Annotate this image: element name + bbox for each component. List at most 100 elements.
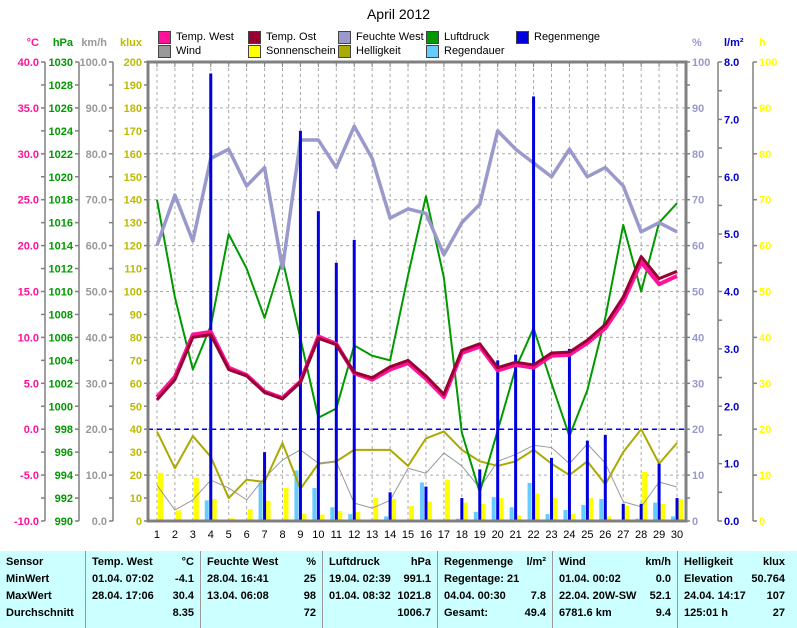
axis-tick-label: 10 [759,470,771,482]
axis-unit-label: l/m² [724,37,744,49]
axis-tick-label: 60.0 [86,241,107,253]
legend-swatch-icon [158,44,171,58]
day-label: 7 [262,529,268,541]
series-temp-ost [155,255,678,401]
sensor-header: Feuchte West% [201,554,322,571]
day-label: 27 [617,529,629,541]
axis-tick-label: 1006 [49,332,73,344]
axis-tick-label: 200 [124,57,142,69]
axis-tick-label: 0.0 [24,424,39,436]
legend-item-luftdruck: Luftdruck [426,30,489,44]
legend-item-feuchte-west: Feuchte West [338,30,424,44]
axis-tick-label: 160 [124,149,142,161]
axis-tick-label: 1012 [49,264,73,276]
axis-tick-label: 25.0 [18,195,39,207]
legend-item-wind: Wind [158,44,201,58]
day-label: 5 [226,529,232,541]
legend-item-regendauer: Regendauer [426,44,505,58]
axis-tick-label: 30.0 [86,378,107,390]
axis-tick-label: 70.0 [86,195,107,207]
axis-c: °C -10.0 -5.0 0.0 5.0 10.0 15.0 20.0 25.0 30.0 35.… [14,37,46,528]
axis-tick-label: 15.0 [18,287,39,299]
sensor-max: 13.04. 06:08 98 [201,588,322,605]
sensor-avg-value: 8.35 [172,607,194,619]
axis-tick-label: 1016 [49,218,73,230]
sensor-column-feuchte-west: Feuchte West% 28.04. 16:41 25 13.04. 06:08 9… [200,551,322,628]
axis-tick-label: 30.0 [18,149,39,161]
sensor-header: Regenmenge l/m² [438,554,552,571]
axis-unit-label: klux [120,37,143,49]
day-label: 23 [545,529,557,541]
legend-item-sonnenschein: Sonnenschein [248,44,336,58]
row-header-1-label: MinWert [6,573,50,585]
sensor-avg-value: 49.4 [524,607,546,619]
sensor-header-value: °C [181,556,194,568]
sensor-avg-value: 72 [303,607,316,619]
sensor-min-label: Regentage: 21 [444,573,520,585]
axis-tick-label: 5.0 [24,378,39,390]
row-header-3: Durchschnitt [0,605,85,622]
axis-tick-label: 70 [130,355,142,367]
sensor-avg-label: Gesamt: [444,607,489,619]
sensor-max-value: 52.1 [649,590,671,602]
day-label: 8 [279,529,285,541]
legend-label: Regendauer [444,45,505,57]
axis-tick-label: 996 [55,447,73,459]
axis-tick-label: 60 [759,241,771,253]
row-header-0-label: Sensor [6,556,44,568]
sensor-max: 01.04. 08:32 1021.8 [323,588,437,605]
sensor-max: 24.04. 14:17 107 [678,588,791,605]
axis-tick-label: 80 [759,149,771,161]
axis-tick-label: 1010 [49,287,73,299]
axis-tick-label: 40 [692,332,704,344]
axis-unit-label: hPa [53,37,74,49]
legend-swatch-icon [426,44,439,58]
axis-tick-label: 1014 [49,241,74,253]
axis-tick-label: 120 [124,241,142,253]
day-label: 20 [492,529,504,541]
sensor-header-label: Luftdruck [329,556,380,568]
sensor-min: 28.04. 16:41 25 [201,571,322,588]
sensor-max-value: 1021.8 [397,590,431,602]
axis-tick-label: 5.0 [724,229,739,241]
series-sonnenschein [157,471,684,521]
axis-tick-label: 2.0 [724,401,739,413]
legend-swatch-icon [516,30,529,44]
axis-tick-label: 30 [692,378,704,390]
sensor-max-value: 98 [303,590,316,602]
axis-tick-label: 30 [130,447,142,459]
axis-tick-label: 1026 [49,103,73,115]
axis-tick-label: 0 [692,516,698,528]
sensor-min-value: 0.0 [655,573,671,585]
axis-tick-label: 1004 [49,355,74,367]
axis-tick-label: 1000 [49,401,73,413]
day-label: 25 [581,529,593,541]
axis-tick-label: 0.0 [92,516,107,528]
axis-tick-label: 20 [130,470,142,482]
sensor-max-value: 30.4 [172,590,194,602]
day-label: 6 [244,529,250,541]
sensor-min-value: -4.1 [175,573,194,585]
legend-item-temp-ost: Temp. Ost [248,30,316,44]
axis-tick-label: 30 [759,378,771,390]
legend-item-helligkeit: Helligkeit [338,44,401,58]
day-label: 16 [420,529,432,541]
axis-tick-label: 994 [55,470,74,482]
legend-item-regenmenge: Regenmenge [516,30,600,44]
axis-tick-label: 20 [759,424,771,436]
sensor-header: Temp. West °C [86,554,200,571]
axis-tick-label: 1020 [49,172,73,184]
sensor-summary-table: Sensor MinWert MaxWert Durchschnitt Temp. We… [0,551,797,628]
axis-tick-label: 3.0 [724,344,739,356]
axis-tick-label: 70 [692,195,704,207]
axis-tick-label: 40.0 [86,332,107,344]
axis-tick-label: 6.0 [724,172,739,184]
sensor-min-label: 28.04. 16:41 [207,573,269,585]
sensor-min: 19.04. 02:39 991.1 [323,571,437,588]
axis-tick-label: 80 [692,149,704,161]
sensor-avg: 8.35 [86,605,200,622]
sensor-max-label: 01.04. 08:32 [329,590,391,602]
sensor-min: Regentage: 21 [438,571,552,588]
legend-swatch-icon [248,44,261,58]
